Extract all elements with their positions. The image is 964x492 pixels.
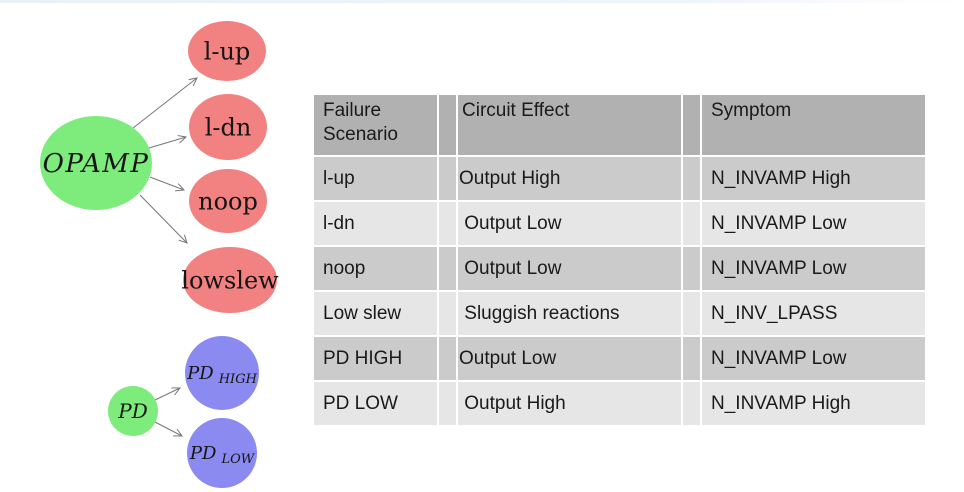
cell-effect: Output High bbox=[458, 157, 681, 200]
node-pdhigh-label-sub: HIGH bbox=[218, 372, 258, 387]
spacer-cell bbox=[683, 292, 700, 335]
cell-effect: Sluggish reactions bbox=[458, 292, 681, 335]
node-noop-label: noop bbox=[198, 187, 258, 215]
cell-symptom: N_INVAMP Low bbox=[702, 337, 925, 380]
cell-effect: Output High bbox=[458, 382, 681, 425]
header-symptom: Symptom bbox=[702, 95, 925, 155]
spacer-cell bbox=[683, 202, 700, 245]
node-lowslew-label: lowslew bbox=[181, 266, 279, 294]
arrow-opamp-to-noop bbox=[149, 176, 184, 190]
node-pdlow-label: PD LOW bbox=[189, 443, 256, 467]
pd-tree-arrows bbox=[154, 388, 182, 436]
window-top-edge bbox=[0, 0, 964, 3]
cell-scenario: Low slew bbox=[314, 292, 437, 335]
node-pdhigh: PD HIGH bbox=[185, 336, 259, 410]
cell-symptom: N_INV_LPASS bbox=[702, 292, 925, 335]
spacer-cell bbox=[683, 382, 700, 425]
arrow-opamp-to-lup bbox=[132, 78, 197, 129]
table-row: l-up Output High N_INVAMP High bbox=[314, 157, 925, 200]
table-header-row: Failure Scenario Circuit Effect Symptom bbox=[314, 95, 925, 155]
cell-scenario: l-dn bbox=[314, 202, 437, 245]
table-row: PD HIGH Output Low N_INVAMP Low bbox=[314, 337, 925, 380]
cell-scenario: noop bbox=[314, 247, 437, 290]
cell-symptom: N_INVAMP Low bbox=[702, 247, 925, 290]
spacer-cell bbox=[683, 247, 700, 290]
node-opamp-label: OPAMP bbox=[43, 149, 150, 179]
cell-scenario: PD HIGH bbox=[314, 337, 437, 380]
node-opamp: OPAMP bbox=[40, 116, 152, 210]
node-lup: l-up bbox=[188, 21, 266, 81]
node-pdhigh-label: PD HIGH bbox=[186, 363, 257, 387]
node-pdlow-label-main: PD bbox=[189, 443, 217, 464]
spacer-cell bbox=[439, 292, 456, 335]
cell-effect: Output Low bbox=[458, 247, 681, 290]
cell-symptom: N_INVAMP High bbox=[702, 382, 925, 425]
cell-symptom: N_INVAMP Low bbox=[702, 202, 925, 245]
spacer-cell bbox=[683, 337, 700, 380]
spacer-cell bbox=[683, 157, 700, 200]
node-pd-label: PD bbox=[117, 399, 148, 423]
cell-symptom: N_INVAMP High bbox=[702, 157, 925, 200]
node-pdlow: PD LOW bbox=[187, 418, 257, 488]
spacer-cell bbox=[439, 202, 456, 245]
spacer-cell bbox=[439, 337, 456, 380]
cell-scenario: l-up bbox=[314, 157, 437, 200]
cell-effect: Output Low bbox=[458, 337, 681, 380]
spacer-cell bbox=[439, 247, 456, 290]
fault-tree-diagram: OPAMP l-up l-dn noop lowslew PD PD bbox=[40, 21, 279, 488]
node-noop: noop bbox=[189, 169, 267, 233]
header-circuit-effect: Circuit Effect bbox=[458, 95, 681, 155]
failure-scenario-table: Failure Scenario Circuit Effect Symptom … bbox=[312, 93, 927, 427]
cell-effect: Output Low bbox=[458, 202, 681, 245]
node-pdlow-label-sub: LOW bbox=[220, 452, 255, 467]
node-ldn-label: l-dn bbox=[205, 113, 252, 141]
table-row: noop Output Low N_INVAMP Low bbox=[314, 247, 925, 290]
arrow-pd-to-pdhigh bbox=[154, 388, 180, 401]
node-pdhigh-label-main: PD bbox=[186, 363, 214, 384]
arrow-pd-to-pdlow bbox=[154, 421, 182, 436]
node-ldn: l-dn bbox=[189, 94, 267, 160]
node-pd: PD bbox=[108, 386, 158, 436]
spacer-cell bbox=[439, 157, 456, 200]
arrow-opamp-to-ldn bbox=[148, 137, 186, 149]
node-lowslew: lowslew bbox=[181, 247, 279, 313]
cell-scenario: PD LOW bbox=[314, 382, 437, 425]
header-failure-scenario: Failure Scenario bbox=[314, 95, 437, 155]
spacer-cell bbox=[439, 95, 456, 155]
spacer-cell bbox=[439, 382, 456, 425]
table-row: Low slew Sluggish reactions N_INV_LPASS bbox=[314, 292, 925, 335]
spacer-cell bbox=[683, 95, 700, 155]
arrow-opamp-to-lowslew bbox=[139, 194, 187, 243]
table-row: l-dn Output Low N_INVAMP Low bbox=[314, 202, 925, 245]
table-row: PD LOW Output High N_INVAMP High bbox=[314, 382, 925, 425]
node-lup-label: l-up bbox=[204, 37, 251, 65]
opamp-tree-arrows bbox=[132, 78, 197, 243]
